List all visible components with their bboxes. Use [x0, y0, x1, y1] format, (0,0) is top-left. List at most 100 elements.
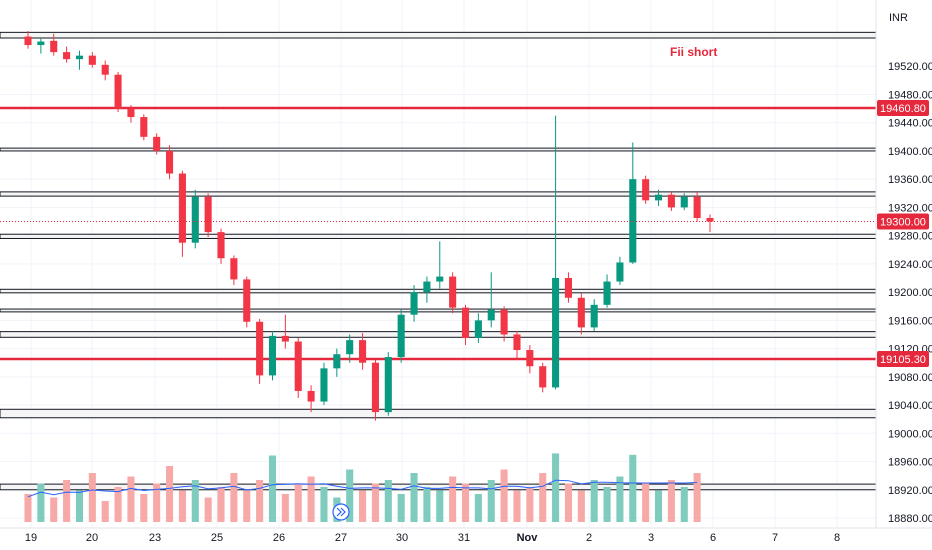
candle-body [333, 354, 341, 369]
candle-body [500, 309, 508, 335]
price-tick-label: 19520.00 [888, 61, 932, 73]
candle-body [217, 232, 225, 259]
candle-body [63, 52, 71, 60]
candle-body [346, 340, 354, 355]
price-tag: 19105.30 [877, 350, 929, 367]
volume-bar [243, 490, 251, 522]
support-resistance-levels [0, 31, 877, 491]
price-tag-bg [877, 213, 929, 230]
volume-bar [359, 490, 367, 522]
candle-body [294, 341, 302, 391]
candle [63, 46, 71, 63]
volume-bars [24, 453, 701, 522]
candle-body [256, 321, 264, 376]
candle-body [166, 150, 174, 174]
candle [88, 52, 96, 68]
price-tag-bg [877, 100, 929, 117]
candle-body [449, 276, 457, 308]
candle-body [75, 55, 84, 60]
volume-bar [436, 490, 444, 522]
price-tick-label: 19240.00 [888, 259, 932, 271]
candle [24, 30, 32, 49]
price-tags: 19460.80 19300.00 19105.30 [877, 100, 929, 367]
price-tick-label: 18920.00 [888, 485, 932, 497]
time-tick-label: 2 [586, 532, 592, 544]
candle-body [384, 357, 392, 413]
candle [410, 285, 418, 322]
candle-body [461, 307, 470, 338]
candle [75, 50, 84, 70]
candlestick-series [24, 30, 714, 421]
candle [359, 333, 367, 370]
price-tag-label: 19460.80 [880, 103, 926, 115]
candle [706, 214, 714, 233]
chart-annotation: Fii short [670, 45, 717, 59]
candle [217, 228, 225, 264]
candle-body [127, 108, 135, 118]
time-axis-bg[interactable] [0, 528, 876, 550]
volume-bar [642, 483, 650, 522]
price-tick-label: 19000.00 [888, 428, 932, 440]
price-axis-bg[interactable] [876, 0, 932, 528]
candle-body [24, 36, 32, 46]
time-tick-label: 19 [25, 532, 37, 544]
candle-body [397, 314, 405, 358]
candle [178, 170, 186, 257]
candle-body [629, 179, 637, 263]
volume-bar [474, 494, 482, 522]
currency-label: INR [889, 12, 908, 24]
volume-bar [256, 480, 264, 522]
time-tick-label: 26 [273, 532, 285, 544]
volume-bar [513, 490, 521, 522]
candle [461, 304, 470, 346]
candle [294, 338, 302, 398]
price-tag: 19460.80 [877, 100, 929, 117]
candle [474, 313, 482, 343]
candle [397, 309, 405, 363]
candle [500, 306, 508, 342]
candle-body [37, 41, 45, 46]
candle-body [474, 320, 482, 338]
horizontal-zone [0, 147, 877, 152]
candle [487, 272, 495, 328]
price-tick-label: 19440.00 [888, 118, 932, 130]
candle [333, 348, 341, 377]
candle [513, 330, 521, 360]
time-tick-label: 20 [86, 532, 98, 544]
volume-bar [526, 487, 534, 522]
time-tick-label: 25 [211, 532, 223, 544]
volume-bar [153, 483, 161, 522]
candle-body [191, 196, 199, 243]
price-tick-label: 19080.00 [888, 372, 932, 384]
horizontal-zone [0, 308, 877, 313]
candle [140, 114, 148, 141]
scroll-to-realtime-button[interactable] [332, 503, 350, 521]
candle [204, 193, 212, 238]
price-tick-label: 19280.00 [888, 231, 932, 243]
candle [371, 359, 379, 421]
time-tick-label: 3 [648, 532, 654, 544]
candle [693, 191, 701, 222]
candle [127, 105, 135, 123]
candle [114, 71, 122, 113]
candle-body [423, 281, 431, 293]
candle-body [654, 194, 663, 201]
time-axis: 19 20 23 25 26 27 30 31 Nov 2 3 6 7 8 [25, 532, 840, 544]
candle-body [487, 309, 495, 321]
candle [616, 256, 624, 286]
candle-body [564, 278, 572, 298]
horizontal-zone [0, 288, 877, 294]
candle [320, 362, 328, 406]
candle-body [178, 173, 186, 243]
horizontal-zone [0, 191, 877, 197]
volume-bar [423, 487, 431, 522]
volume-bar [539, 473, 547, 522]
time-tick-label: 27 [335, 532, 347, 544]
volume-bar [75, 490, 84, 522]
candle-body [359, 340, 367, 363]
candle [436, 241, 444, 289]
volume-bar [577, 490, 585, 522]
volume-bar [487, 480, 495, 522]
volume-bar [178, 490, 186, 522]
